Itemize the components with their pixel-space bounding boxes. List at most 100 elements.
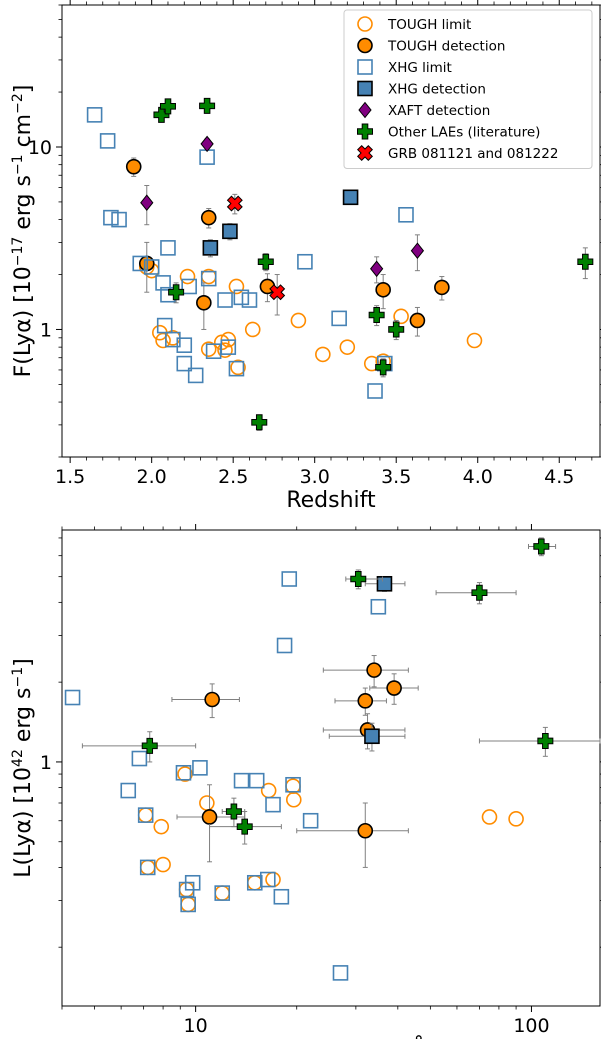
legend-marker [357,80,373,97]
x-tick-label: 2.0 [137,466,167,488]
flux-vs-redshift-panel: 1.5 2.0 2.5 3.0 3.5 4.0 4.5 1 10 Redshift F(Lyα) [… [10,0,601,513]
data-point [111,211,127,228]
x-tick-label: 4.0 [463,466,493,488]
y-tick-label: 1 [40,752,52,774]
data-point [228,360,245,377]
data-point [99,133,116,149]
superscript: −1 [10,667,26,688]
data-point [375,281,391,298]
data-point [165,331,181,348]
data-point [246,874,263,891]
data-point [236,818,253,835]
data-point [332,965,349,981]
data-point [339,339,356,355]
data-point [276,637,293,654]
data-point [175,764,192,781]
data-point [200,270,217,287]
plot-frame [61,529,601,1007]
data-point [370,260,384,278]
data-point [176,355,193,372]
data-point [577,253,594,270]
x-tick-label: 2.5 [218,466,248,488]
legend-label: TOUGH limit [387,17,471,33]
data-point [248,772,265,789]
data-point [471,584,488,601]
data-point [290,312,307,329]
data-point [200,341,217,357]
data-point [156,317,173,334]
data-point [125,158,142,175]
series-xaft-detection [140,135,425,284]
data-point [120,782,137,799]
legend: TOUGH limit TOUGH detection XHG limit XHG d… [343,9,593,169]
data-point [86,107,103,123]
data-point [230,359,246,376]
data-point [155,856,171,873]
data-point [481,809,498,825]
legend-marker [357,16,373,32]
legend-item-tough-limit: TOUGH limit [357,16,471,33]
legend-label: GRB 081121 and 081222 [388,146,558,162]
data-point [217,342,233,358]
data-point [537,732,554,749]
data-point [180,896,196,913]
data-point [143,259,160,275]
x-tick-label: 1.5 [55,466,85,488]
superscript: 42 [10,749,26,767]
legend-marker [357,37,373,54]
label-part: F(Lyα) [10 [11,266,36,377]
data-point [202,240,219,256]
data-point [201,809,218,825]
data-point [368,307,385,324]
x-tick-label: 4.5 [544,466,574,488]
data-point [192,760,208,776]
data-point [220,339,237,355]
data-point [410,242,425,260]
legend-item-xhg-detection: XHG detection [357,80,486,98]
data-point [199,149,215,165]
data-point [181,278,197,295]
data-point [153,106,170,123]
data-point [222,223,238,240]
data-point [376,575,393,592]
series-xhg-limit [64,571,387,981]
series-tough-detection [171,655,419,868]
data-point [342,189,359,206]
data-point [199,97,216,114]
data-point [315,346,331,363]
series-tough-limit [138,259,483,376]
label-part: ] [11,85,36,94]
x-tick-label: 10 [184,1015,208,1037]
data-point [251,414,268,431]
data-point [233,289,250,306]
series-xhg-detection [202,189,359,258]
data-point [398,206,414,223]
superscript: −2 [10,93,26,114]
data-point [64,689,81,706]
label-part: cm [11,114,36,155]
data-point [153,818,170,835]
data-point [244,321,261,338]
data-point [177,766,193,782]
data-point [409,312,426,329]
legend-box [343,9,593,169]
legend-item-xhg-limit: XHG limit [357,59,452,76]
legend-label: XHG detection [388,82,486,98]
data-point [357,822,374,839]
x-tick-label: 100 [513,1015,549,1037]
data-point [241,292,258,308]
legend-item-xaft-detection: XAFT detection [358,101,490,119]
data-point [285,776,301,793]
x-axis-label: Redshift [286,488,376,513]
data-point [367,383,383,399]
x-axis-label: EW rest−frame [Å] [227,1035,435,1039]
legend-label: XHG limit [388,60,452,76]
data-point [205,343,222,360]
legend-marker [358,101,372,119]
label-part: erg s [11,175,36,237]
data-point [366,662,382,678]
data-point [370,598,387,615]
data-point [363,355,380,372]
data-point [273,888,290,905]
data-point [386,680,402,696]
